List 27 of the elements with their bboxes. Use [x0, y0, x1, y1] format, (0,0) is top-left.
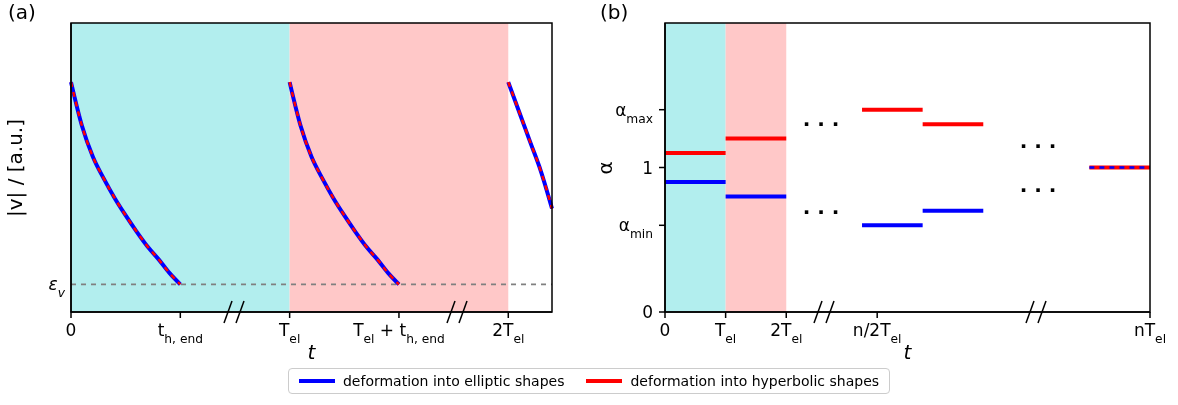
x-tick-label: 2T$_{el}$: [770, 320, 803, 346]
x-tick-label: T$_{el}$: [713, 320, 737, 346]
legend-label: deformation into elliptic shapes: [342, 373, 565, 389]
annotation: · · ·: [801, 200, 841, 224]
annotation: · · ·: [801, 112, 841, 136]
x-tick-label: 0: [65, 320, 77, 340]
chart-title: (b): [600, 0, 629, 24]
x-tick-label: T$_{el}$ + t$_{h, end}$: [352, 320, 445, 346]
y-tick-label: α$_{min}$: [618, 215, 653, 242]
legend-label: deformation into hyperbolic shapes: [630, 373, 880, 389]
y-tick-label: α$_{max}$: [615, 99, 653, 126]
x-tick-label: T$_{el}$: [277, 320, 301, 346]
y-tick-label: 0: [642, 302, 653, 322]
x-axis-title: t: [307, 340, 316, 364]
y-axis-title: α: [593, 160, 617, 175]
x-tick-label: nT$_{el}$: [1133, 320, 1167, 346]
x-tick-label: t$_{h, end}$: [157, 320, 203, 346]
ref-line-label: ε$_{v}$: [48, 274, 66, 301]
y-axis-title: |v| / [a.u.]: [3, 118, 27, 217]
y-tick-label: 1: [642, 157, 653, 178]
x-tick-label: 0: [659, 320, 671, 340]
x-tick-label: n/2T$_{el}$: [852, 320, 902, 346]
annotation: · · ·: [1018, 134, 1058, 158]
chart-title: (a): [8, 0, 36, 24]
x-tick-label: 2T$_{el}$: [492, 320, 525, 346]
x-axis-title: t: [903, 340, 912, 364]
annotation: · · ·: [1018, 178, 1058, 202]
